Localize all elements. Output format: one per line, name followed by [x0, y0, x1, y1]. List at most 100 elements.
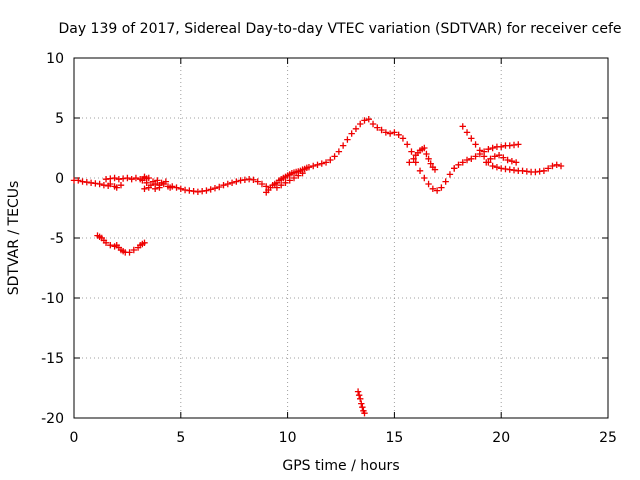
data-point [468, 135, 475, 142]
data-point [553, 161, 560, 168]
data-point [173, 184, 180, 191]
data-series [273, 170, 306, 191]
data-point [431, 166, 439, 173]
data-point [263, 183, 270, 190]
data-point [102, 239, 110, 246]
data-point [224, 180, 231, 188]
y-tick-label: 10 [46, 51, 64, 67]
data-point [310, 162, 317, 170]
data-point [254, 178, 261, 185]
data-points [70, 116, 565, 417]
data-point [427, 160, 434, 167]
data-point [421, 174, 428, 182]
data-point [295, 172, 302, 179]
data-point [322, 159, 330, 166]
data-point [442, 178, 449, 185]
data-point [421, 144, 428, 152]
data-point [472, 141, 479, 148]
data-point [459, 123, 466, 130]
data-point [250, 176, 257, 183]
grid [74, 58, 608, 418]
data-point [203, 187, 210, 194]
data-point [130, 246, 138, 254]
data-point [468, 155, 475, 162]
data-point [399, 135, 407, 142]
data-point [348, 130, 355, 137]
data-point [459, 159, 466, 166]
data-point [290, 174, 298, 182]
data-point [404, 141, 411, 148]
data-series [451, 141, 522, 172]
data-point [228, 179, 236, 186]
y-tick-label: -5 [50, 231, 64, 247]
data-point [369, 120, 377, 128]
data-point [480, 153, 488, 160]
data-point [359, 404, 366, 411]
data-point [327, 156, 334, 164]
data-point [113, 184, 120, 191]
data-point [117, 182, 125, 189]
data-point [357, 120, 364, 128]
data-point [107, 180, 114, 188]
data-point [365, 116, 372, 123]
data-point [124, 174, 131, 182]
data-point [500, 154, 507, 161]
data-point [386, 130, 394, 137]
data-point [299, 170, 306, 177]
data-point [382, 129, 390, 136]
data-point [357, 395, 364, 402]
data-point [277, 182, 285, 189]
data-point [282, 179, 289, 186]
data-point [408, 148, 415, 155]
data-point [154, 177, 161, 184]
data-point [410, 155, 417, 162]
data-point [352, 125, 360, 132]
y-tick-label: -20 [41, 411, 64, 427]
data-point [143, 179, 150, 186]
axis-ticks [73, 57, 609, 419]
data-point [487, 155, 494, 162]
data-point [75, 177, 82, 184]
data-point [314, 161, 321, 168]
data-point [358, 400, 365, 407]
data-point [493, 164, 501, 171]
data-point [318, 160, 325, 167]
x-tick-label: 5 [176, 430, 185, 446]
y-tick-label: -15 [41, 351, 64, 367]
data-point [549, 162, 556, 170]
data-point [463, 129, 471, 136]
data-point [305, 164, 313, 171]
data-point [472, 153, 479, 160]
data-point [361, 117, 368, 124]
data-point [508, 158, 516, 165]
data-point [378, 126, 385, 134]
data-point [544, 165, 552, 172]
data-point [128, 176, 135, 183]
data-point [141, 173, 148, 180]
data-point [495, 152, 503, 159]
data-point [220, 182, 227, 189]
data-point [451, 165, 458, 172]
data-point [515, 141, 522, 148]
x-tick-label: 0 [70, 430, 79, 446]
data-series [459, 123, 565, 176]
data-series [406, 144, 439, 173]
data-point [491, 153, 498, 160]
data-point [96, 180, 103, 188]
data-series [263, 116, 458, 196]
data-point [425, 155, 432, 162]
data-point [361, 410, 368, 417]
data-point [216, 183, 223, 191]
data-point [354, 388, 362, 395]
y-axis-label: SDTVAR / TECUs [6, 181, 22, 296]
data-point [512, 159, 520, 166]
data-point [139, 177, 146, 184]
data-point [145, 184, 152, 191]
chart-title: Day 139 of 2017, Sidereal Day-to-day VTE… [58, 21, 621, 37]
data-series [483, 152, 520, 166]
data-point [423, 150, 430, 158]
y-tick-label: 5 [55, 111, 64, 127]
data-point [177, 185, 184, 192]
